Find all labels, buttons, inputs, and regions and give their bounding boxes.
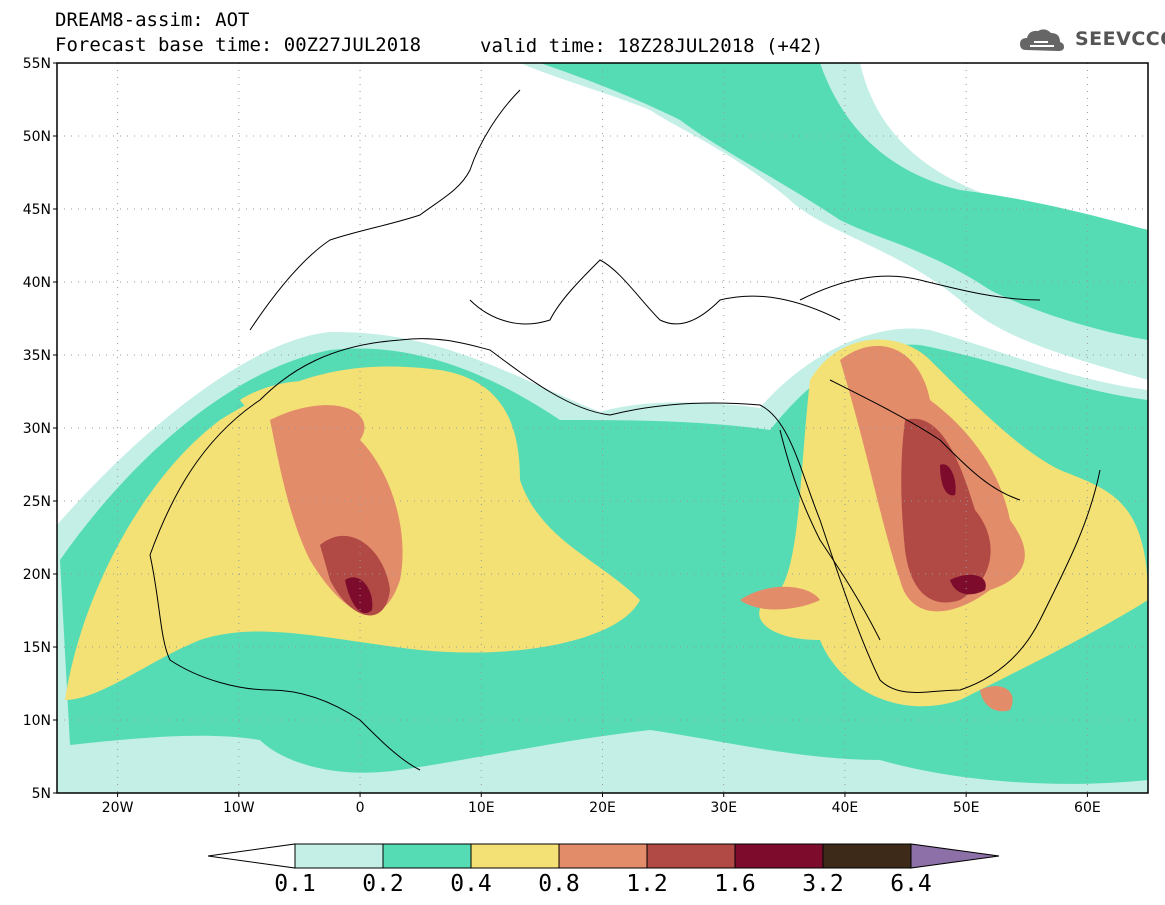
lat-label: 40N — [23, 275, 51, 291]
colorbar-level-label: 3.2 — [802, 871, 844, 897]
lon-label: 60E — [1074, 800, 1101, 816]
lat-label: 45N — [23, 202, 51, 218]
lat-label: 25N — [23, 494, 51, 510]
colorbar-level-label: 6.4 — [890, 871, 932, 897]
colorbar-level-label: 0.4 — [450, 871, 492, 897]
lat-label: 30N — [23, 421, 51, 437]
colorbar-swatch — [822, 843, 912, 869]
colorbar-swatch — [646, 843, 736, 869]
colorbar-level-label: 1.6 — [714, 871, 756, 897]
map-title: DREAM8-assim: AOT — [55, 9, 250, 31]
colorbar-swatch — [294, 843, 384, 869]
cloud-logo-icon — [1020, 29, 1064, 51]
coastlines — [149, 89, 1101, 771]
colorbar-swatch — [734, 843, 824, 869]
seevccc-logo: SEEVCCC — [1075, 28, 1165, 50]
lon-label: 50E — [953, 800, 980, 816]
colorbar-swatch — [382, 843, 472, 869]
colorbar-level-label: 0.1 — [274, 871, 316, 897]
colorbar-swatch — [470, 843, 560, 869]
longitude-labels: 20W 10W 0 10E 20E 30E 40E 50E 60E — [102, 793, 1101, 816]
colorbar-under-triangle — [207, 843, 296, 869]
colorbar-level-label: 1.2 — [626, 871, 668, 897]
lat-label: 55N — [23, 56, 51, 72]
lat-label: 10N — [23, 713, 51, 729]
valid-time: valid time: 18Z28JUL2018 (+42) — [480, 35, 824, 57]
lon-label: 10E — [468, 800, 495, 816]
lat-label: 50N — [23, 129, 51, 145]
colorbar-swatch — [558, 843, 648, 869]
aot-colorbar: 0.1 0.2 0.4 0.8 1.2 1.6 3.2 6.4 — [207, 843, 1000, 897]
lon-label: 0 — [356, 800, 365, 816]
lat-label: 35N — [23, 348, 51, 364]
lat-label: 20N — [23, 567, 51, 583]
aot-field — [57, 63, 1148, 793]
colorbar-over-triangle — [910, 843, 1000, 869]
lon-label: 40E — [832, 800, 859, 816]
forecast-base-time: Forecast base time: 00Z27JUL2018 — [55, 34, 422, 56]
colorbar-level-label: 0.8 — [538, 871, 580, 897]
colorbar-level-label: 0.2 — [362, 871, 404, 897]
lat-label: 5N — [32, 786, 51, 802]
lon-label: 30E — [710, 800, 737, 816]
lat-label: 15N — [23, 640, 51, 656]
graticule — [57, 63, 1148, 793]
latitude-labels: 55N 50N 45N 40N 35N 30N 25N 20N 15N 10N 5N — [23, 56, 57, 802]
lon-label: 20W — [102, 800, 134, 816]
lon-label: 10W — [223, 800, 255, 816]
lon-label: 20E — [589, 800, 616, 816]
